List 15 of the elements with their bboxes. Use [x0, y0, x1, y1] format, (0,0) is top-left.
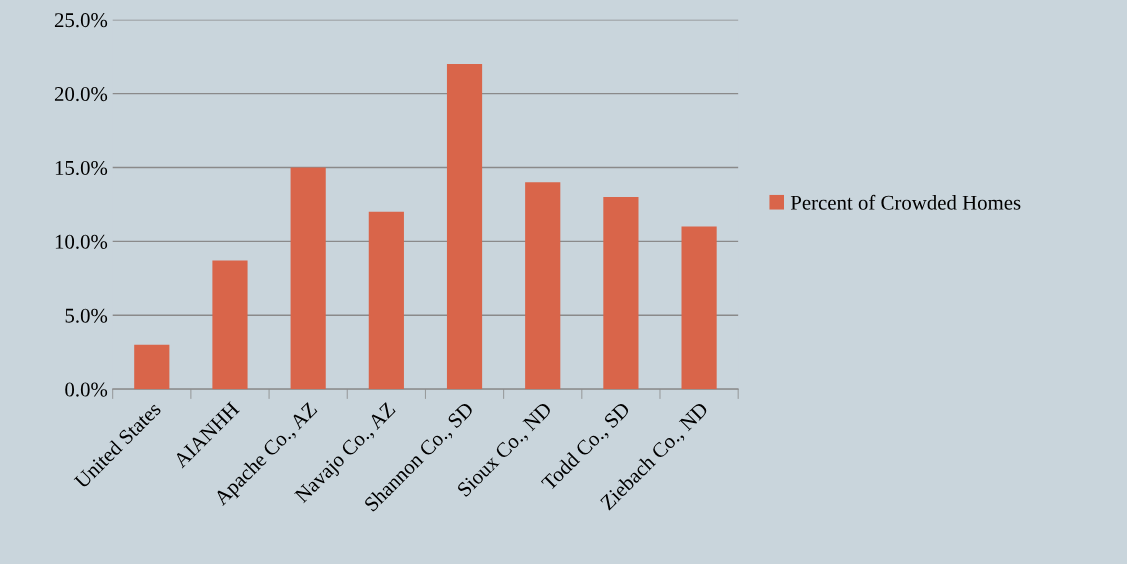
bar — [212, 260, 248, 390]
bar — [446, 64, 483, 390]
bar — [134, 344, 170, 390]
bar — [681, 226, 717, 390]
legend-label: Percent of Crowded Homes — [790, 194, 1021, 210]
y-tick-label: 0.0% — [65, 382, 108, 397]
bar — [290, 167, 326, 390]
y-tick-label: 20.0% — [54, 87, 108, 102]
bar — [368, 211, 404, 390]
bar — [603, 197, 639, 390]
y-tick-label: 15.0% — [55, 160, 108, 176]
y-tick-label: 10.0% — [55, 234, 108, 249]
y-tick-label: 25.0% — [54, 13, 108, 28]
bar — [525, 182, 561, 390]
y-tick-label: 5.0% — [65, 308, 108, 323]
